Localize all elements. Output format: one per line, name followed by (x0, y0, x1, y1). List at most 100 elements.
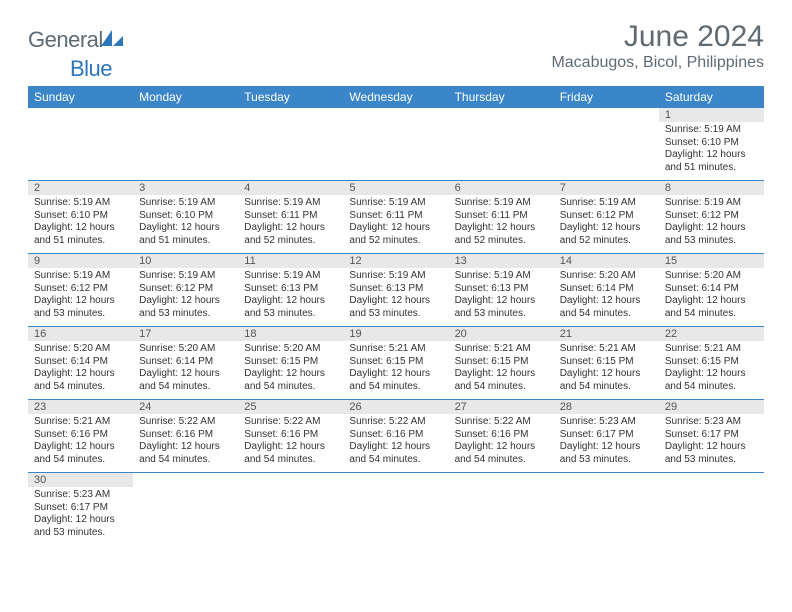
daylight2-text: and 53 minutes. (560, 454, 653, 467)
title-block: June 2024 Macabugos, Bicol, Philippines (551, 20, 764, 72)
sunrise-text: Sunrise: 5:21 AM (560, 343, 653, 356)
calendar-cell: 11Sunrise: 5:19 AMSunset: 6:13 PMDayligh… (238, 254, 343, 327)
daylight1-text: Daylight: 12 hours (665, 368, 758, 381)
day-number: 2 (28, 181, 133, 195)
weekday-header: Monday (133, 86, 238, 108)
daylight2-text: and 51 minutes. (34, 235, 127, 248)
daylight2-text: and 54 minutes. (244, 454, 337, 467)
sunrise-text: Sunrise: 5:19 AM (34, 270, 127, 283)
daylight2-text: and 53 minutes. (455, 308, 548, 321)
daylight1-text: Daylight: 12 hours (560, 368, 653, 381)
logo: GeneralBlue (28, 26, 123, 82)
month-title: June 2024 (551, 20, 764, 54)
daylight1-text: Daylight: 12 hours (34, 441, 127, 454)
calendar-cell: 2Sunrise: 5:19 AMSunset: 6:10 PMDaylight… (28, 181, 133, 254)
logo-sail-icon (101, 26, 123, 52)
day-content: Sunrise: 5:19 AMSunset: 6:12 PMDaylight:… (554, 195, 659, 251)
day-content: Sunrise: 5:21 AMSunset: 6:15 PMDaylight:… (449, 341, 554, 397)
daylight2-text: and 54 minutes. (665, 308, 758, 321)
calendar-cell: 16Sunrise: 5:20 AMSunset: 6:14 PMDayligh… (28, 327, 133, 400)
daylight1-text: Daylight: 12 hours (34, 222, 127, 235)
daylight2-text: and 54 minutes. (455, 381, 548, 394)
daylight2-text: and 53 minutes. (244, 308, 337, 321)
daylight1-text: Daylight: 12 hours (665, 222, 758, 235)
calendar-cell: 18Sunrise: 5:20 AMSunset: 6:15 PMDayligh… (238, 327, 343, 400)
day-number: 10 (133, 254, 238, 268)
sunrise-text: Sunrise: 5:23 AM (560, 416, 653, 429)
daylight2-text: and 52 minutes. (560, 235, 653, 248)
sunrise-text: Sunrise: 5:19 AM (560, 197, 653, 210)
day-content: Sunrise: 5:21 AMSunset: 6:15 PMDaylight:… (554, 341, 659, 397)
daylight2-text: and 53 minutes. (349, 308, 442, 321)
daylight2-text: and 52 minutes. (349, 235, 442, 248)
header: GeneralBlue June 2024 Macabugos, Bicol, … (28, 20, 764, 82)
daylight2-text: and 54 minutes. (665, 381, 758, 394)
day-content: Sunrise: 5:20 AMSunset: 6:14 PMDaylight:… (133, 341, 238, 397)
daylight1-text: Daylight: 12 hours (244, 368, 337, 381)
sunrise-text: Sunrise: 5:19 AM (349, 197, 442, 210)
day-number: 24 (133, 400, 238, 414)
calendar-cell: 27Sunrise: 5:22 AMSunset: 6:16 PMDayligh… (449, 400, 554, 473)
sunrise-text: Sunrise: 5:19 AM (665, 197, 758, 210)
daylight1-text: Daylight: 12 hours (665, 295, 758, 308)
day-content: Sunrise: 5:19 AMSunset: 6:10 PMDaylight:… (659, 122, 764, 178)
sunset-text: Sunset: 6:17 PM (560, 429, 653, 442)
calendar-week-row: 9Sunrise: 5:19 AMSunset: 6:12 PMDaylight… (28, 254, 764, 327)
daylight2-text: and 54 minutes. (349, 454, 442, 467)
day-content: Sunrise: 5:19 AMSunset: 6:13 PMDaylight:… (238, 268, 343, 324)
day-content: Sunrise: 5:21 AMSunset: 6:15 PMDaylight:… (659, 341, 764, 397)
day-content: Sunrise: 5:20 AMSunset: 6:15 PMDaylight:… (238, 341, 343, 397)
sunrise-text: Sunrise: 5:21 AM (455, 343, 548, 356)
sunrise-text: Sunrise: 5:22 AM (139, 416, 232, 429)
calendar-cell (238, 473, 343, 546)
sunrise-text: Sunrise: 5:20 AM (34, 343, 127, 356)
weekday-header: Wednesday (343, 86, 448, 108)
calendar-cell: 26Sunrise: 5:22 AMSunset: 6:16 PMDayligh… (343, 400, 448, 473)
calendar-week-row: 30Sunrise: 5:23 AMSunset: 6:17 PMDayligh… (28, 473, 764, 546)
day-number: 17 (133, 327, 238, 341)
daylight1-text: Daylight: 12 hours (455, 295, 548, 308)
day-number: 27 (449, 400, 554, 414)
day-number: 28 (554, 400, 659, 414)
daylight2-text: and 54 minutes. (560, 308, 653, 321)
day-content: Sunrise: 5:22 AMSunset: 6:16 PMDaylight:… (343, 414, 448, 470)
sunrise-text: Sunrise: 5:21 AM (34, 416, 127, 429)
sunrise-text: Sunrise: 5:22 AM (349, 416, 442, 429)
logo-text-blue: Blue (70, 56, 112, 81)
calendar-cell (238, 108, 343, 181)
day-content: Sunrise: 5:20 AMSunset: 6:14 PMDaylight:… (659, 268, 764, 324)
day-content: Sunrise: 5:23 AMSunset: 6:17 PMDaylight:… (659, 414, 764, 470)
sunset-text: Sunset: 6:14 PM (34, 356, 127, 369)
sunrise-text: Sunrise: 5:22 AM (455, 416, 548, 429)
sunset-text: Sunset: 6:15 PM (560, 356, 653, 369)
day-number: 14 (554, 254, 659, 268)
daylight1-text: Daylight: 12 hours (560, 222, 653, 235)
weekday-header: Tuesday (238, 86, 343, 108)
weekday-header: Thursday (449, 86, 554, 108)
daylight1-text: Daylight: 12 hours (244, 222, 337, 235)
daylight1-text: Daylight: 12 hours (139, 222, 232, 235)
sunset-text: Sunset: 6:15 PM (455, 356, 548, 369)
daylight1-text: Daylight: 12 hours (34, 514, 127, 527)
sunset-text: Sunset: 6:13 PM (455, 283, 548, 296)
calendar-cell: 12Sunrise: 5:19 AMSunset: 6:13 PMDayligh… (343, 254, 448, 327)
daylight2-text: and 53 minutes. (665, 235, 758, 248)
calendar-table: Sunday Monday Tuesday Wednesday Thursday… (28, 86, 764, 545)
calendar-cell: 25Sunrise: 5:22 AMSunset: 6:16 PMDayligh… (238, 400, 343, 473)
day-content: Sunrise: 5:19 AMSunset: 6:11 PMDaylight:… (238, 195, 343, 251)
calendar-week-row: 2Sunrise: 5:19 AMSunset: 6:10 PMDaylight… (28, 181, 764, 254)
sunset-text: Sunset: 6:10 PM (139, 210, 232, 223)
daylight2-text: and 52 minutes. (455, 235, 548, 248)
sunrise-text: Sunrise: 5:19 AM (455, 270, 548, 283)
sunset-text: Sunset: 6:16 PM (244, 429, 337, 442)
sunset-text: Sunset: 6:14 PM (139, 356, 232, 369)
day-number: 9 (28, 254, 133, 268)
daylight1-text: Daylight: 12 hours (139, 368, 232, 381)
day-number: 30 (28, 473, 133, 487)
daylight2-text: and 51 minutes. (139, 235, 232, 248)
day-number: 20 (449, 327, 554, 341)
sunrise-text: Sunrise: 5:21 AM (665, 343, 758, 356)
daylight1-text: Daylight: 12 hours (349, 441, 442, 454)
daylight2-text: and 52 minutes. (244, 235, 337, 248)
day-number: 1 (659, 108, 764, 122)
